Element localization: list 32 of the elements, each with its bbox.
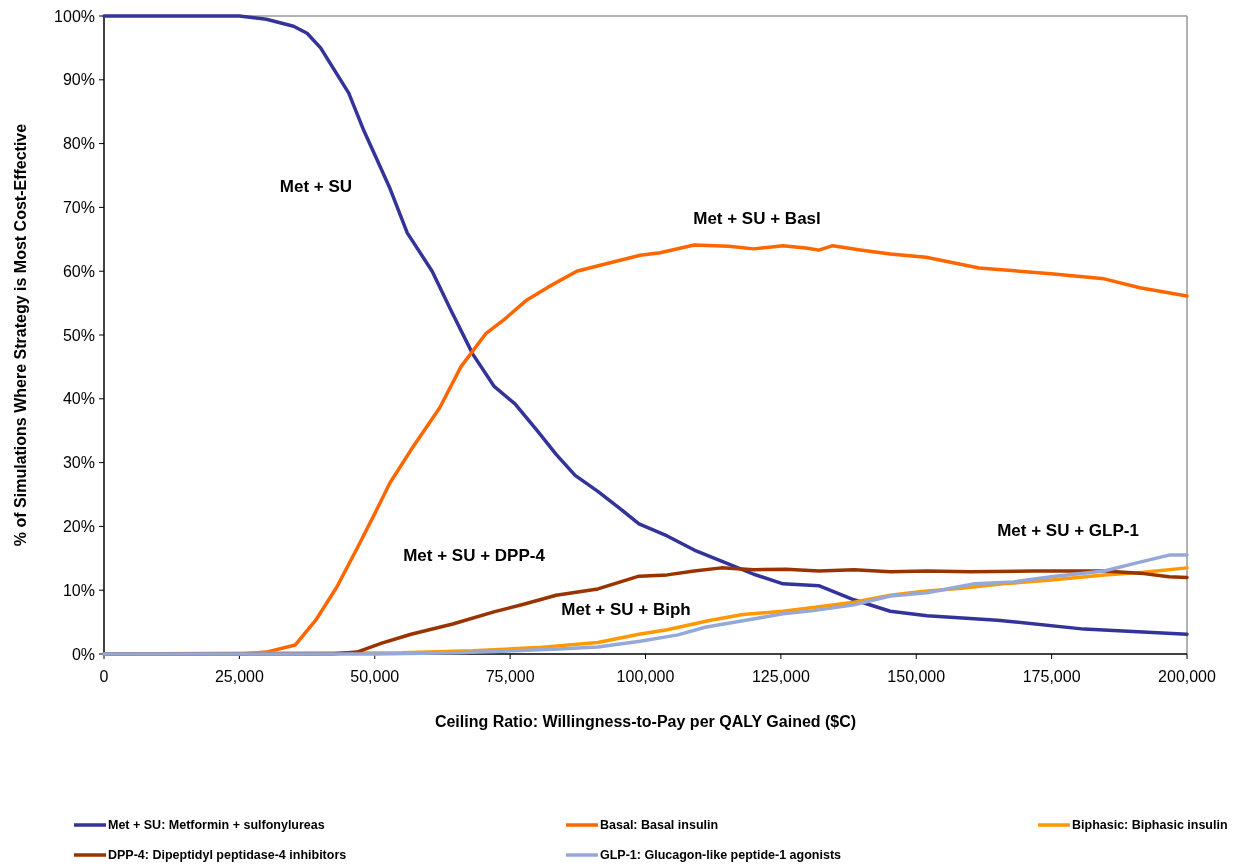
x-tick-label: 175,000 (1022, 668, 1081, 685)
x-tick-label: 150,000 (887, 668, 946, 685)
legend-label: GLP-1: Glucagon-like peptide-1 agonists (600, 848, 842, 863)
y-tick-label: 50% (62, 326, 95, 344)
legend-label: DPP-4: Dipeptidyl peptidase-4 inhibitors (108, 848, 347, 863)
x-tick-label: 50,000 (350, 668, 400, 685)
x-tick-label: 0 (99, 668, 109, 685)
y-tick-label: 20% (62, 518, 95, 535)
x-tick-label: 100,000 (616, 668, 675, 685)
y-tick-label: 10% (62, 581, 95, 599)
y-tick-label: 40% (62, 390, 95, 408)
y-tick-label: 30% (62, 454, 95, 472)
legend-label: Basal: Basal insulin (600, 818, 719, 833)
annotation: Met + SU (279, 176, 353, 196)
y-tick-label: 80% (62, 135, 95, 153)
x-tick-label: 75,000 (485, 668, 535, 685)
y-tick-label: 90% (62, 71, 95, 89)
y-tick-label: 100% (54, 7, 95, 25)
annotation: Met + SU + DPP-4 (403, 545, 546, 565)
y-tick-label: 70% (62, 199, 95, 216)
x-axis-title: Ceiling Ratio: Willingness-to-Pay per QALY Gained ($C) (434, 713, 857, 730)
y-tick-label: 0% (71, 645, 95, 663)
x-tick-label: 25,000 (214, 668, 264, 685)
legend-label: Met + SU: Metformin + sulfonylureas (108, 818, 325, 833)
annotation: Met + SU + GLP-1 (997, 520, 1139, 540)
y-axis-title: % of Simulations Where Strategy is Most Cost-Effective (12, 123, 29, 547)
y-tick-label: 60% (62, 262, 95, 280)
x-tick-label: 125,000 (751, 668, 810, 685)
annotation: Met + SU + Basl (693, 208, 821, 228)
legend-label: Biphasic: Biphasic insulin (1072, 818, 1228, 833)
x-tick-label: 200,000 (1158, 668, 1217, 685)
annotation: Met + SU + Biph (561, 599, 691, 619)
